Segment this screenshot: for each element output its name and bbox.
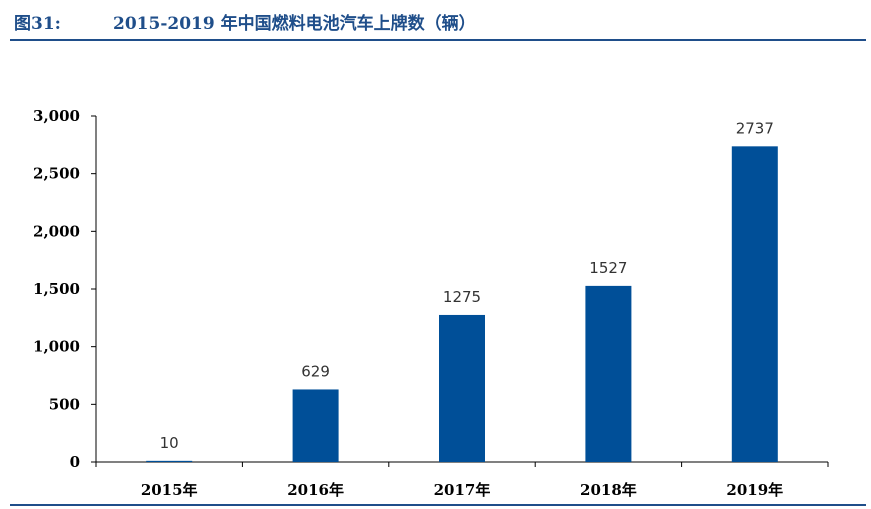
y-tick-label: 2,000 [33, 222, 80, 240]
x-tick-label: 2019年 [726, 481, 783, 499]
x-tick-label: 2018年 [580, 481, 637, 499]
bar [439, 314, 485, 462]
y-tick-label: 1,000 [33, 338, 80, 356]
data-labels: 10 629 1275 1527 2737 [160, 119, 774, 452]
bar [585, 285, 632, 462]
chart-title: 2015-2019 年中国燃料电池汽车上牌数（辆） [113, 14, 476, 34]
x-tick-label: 2016年 [287, 481, 344, 499]
y-tick-label: 3,000 [33, 107, 80, 125]
bars [146, 146, 778, 462]
x-axis: 2015年 2016年 2017年 2018年 2019年 [95, 461, 829, 499]
data-label: 10 [160, 434, 179, 452]
y-tick-label: 500 [49, 395, 80, 413]
y-tick-label: 1,500 [33, 280, 80, 298]
y-tick-label: 2,500 [33, 165, 80, 183]
y-tick-label: 0 [70, 453, 80, 471]
figure-label: 图31: [14, 14, 61, 34]
data-label: 629 [301, 362, 330, 380]
bottom-rule [10, 504, 866, 506]
data-label: 1275 [443, 288, 481, 306]
figure-header: 图31: 2015-2019 年中国燃料电池汽车上牌数（辆） [0, 0, 871, 42]
top-rule [10, 39, 866, 41]
bar [146, 460, 193, 462]
bar [292, 389, 339, 462]
bar [731, 146, 778, 462]
x-tick-label: 2017年 [434, 481, 491, 499]
data-label: 1527 [589, 259, 627, 277]
data-label: 2737 [736, 119, 774, 137]
x-tick-label: 2015年 [141, 481, 198, 499]
y-axis: 0 500 1,000 1,500 2,000 2,500 3,000 [33, 107, 97, 471]
